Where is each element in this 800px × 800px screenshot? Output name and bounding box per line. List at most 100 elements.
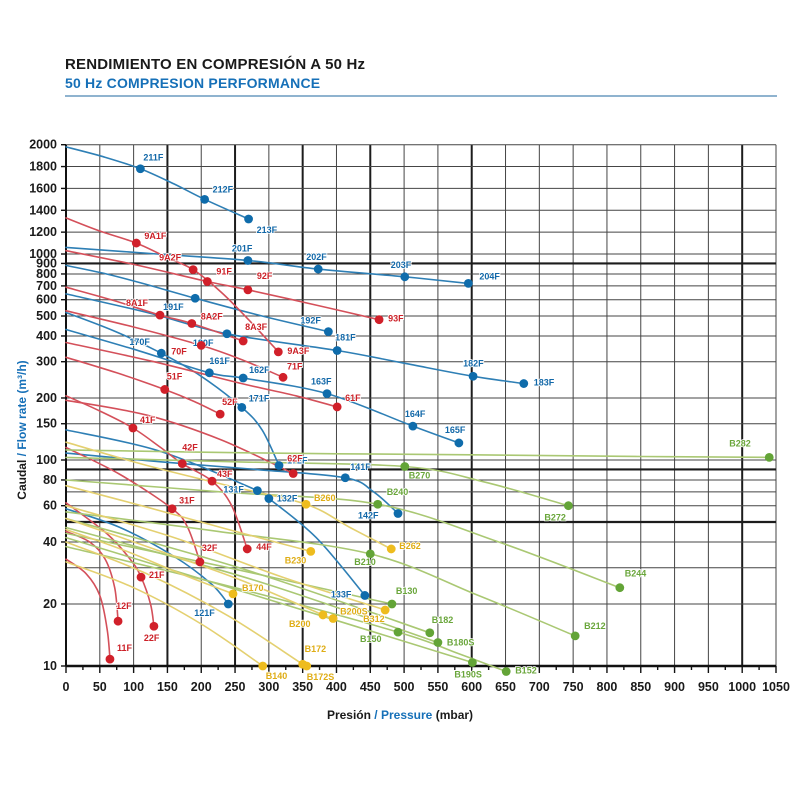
- dot-label-93F: 93F: [388, 314, 404, 324]
- x-tick-label: 200: [191, 680, 212, 694]
- dot-label-B262: B262: [399, 541, 421, 551]
- dot-B152: [501, 667, 511, 676]
- dot-42F: [177, 459, 187, 469]
- y-tick-label: 1600: [29, 181, 57, 195]
- dot-204F: [463, 278, 473, 288]
- dot-B172S: [302, 661, 312, 671]
- dot-label-B240: B240: [387, 487, 409, 497]
- dot-93F: [374, 315, 384, 325]
- y-tick-label: 10: [43, 659, 57, 673]
- dot-161F: [204, 368, 214, 378]
- dot-12F: [113, 616, 123, 626]
- x-tick-label: 650: [495, 680, 516, 694]
- dot-label-162F: 162F: [249, 365, 270, 375]
- dot-170F: [156, 348, 166, 358]
- dot-202F: [313, 264, 323, 274]
- y-tick-label: 1000: [29, 247, 57, 261]
- dot-label-B312: B312: [363, 614, 385, 624]
- dot-label-12F: 12F: [116, 601, 132, 611]
- curve-11F: [65, 558, 111, 660]
- dot-label-B172: B172: [305, 644, 327, 654]
- dot-label-22F: 22F: [144, 633, 160, 643]
- x-axis-title: Presión / Pressure (mbar): [0, 708, 800, 722]
- dot-211F: [135, 164, 145, 174]
- curve-191F-192F: [65, 264, 330, 333]
- dot-52F: [215, 409, 225, 419]
- curve-62F: [65, 399, 294, 475]
- curve-41F-44F: [65, 395, 248, 550]
- dot-label-203F: 203F: [391, 260, 412, 270]
- y-tick-label: 60: [43, 499, 57, 513]
- dot-label-B200: B200: [289, 619, 311, 629]
- curve-B210-B212: [65, 511, 576, 637]
- dot-label-9A1F: 9A1F: [144, 231, 167, 241]
- dot-label-B130: B130: [396, 586, 418, 596]
- x-tick-label: 350: [292, 680, 313, 694]
- dot-label-9A3F: 9A3F: [287, 346, 310, 356]
- dot-label-164F: 164F: [405, 409, 426, 419]
- dot-B272: [564, 501, 573, 511]
- dot-label-165F: 165F: [445, 425, 466, 435]
- dot-label-B182: B182: [432, 615, 454, 625]
- dot-212F: [200, 194, 210, 204]
- y-tick-label: 900: [36, 256, 57, 270]
- dot-B282: [764, 452, 774, 462]
- dot-label-132F: 132F: [277, 494, 298, 504]
- dot-141F: [340, 473, 350, 483]
- dot-9A1F: [131, 238, 141, 248]
- dot-label-11F: 11F: [117, 643, 133, 653]
- curve-B150-B152: [65, 545, 507, 673]
- dot-43F: [207, 476, 217, 486]
- dot-label-B180S: B180S: [447, 638, 475, 648]
- y-tick-label: 80: [43, 473, 57, 487]
- x-tick-label: 900: [664, 680, 685, 694]
- curve-B312: [65, 504, 386, 611]
- y-tick-label: 200: [36, 391, 57, 405]
- dot-201F: [243, 256, 253, 265]
- dot-label-B200S: B200S: [340, 607, 368, 617]
- x-axis-label-en: Pressure: [380, 708, 433, 722]
- dot-21F: [136, 572, 146, 582]
- dot-label-172F: 172F: [287, 456, 308, 466]
- dot-51F: [160, 385, 170, 394]
- x-tick-label: 300: [258, 680, 279, 694]
- dot-label-183F: 183F: [534, 378, 555, 388]
- dot-B130: [387, 599, 397, 609]
- x-tick-label: 100: [123, 680, 144, 694]
- dot-172F: [274, 461, 284, 470]
- dot-label-161F: 161F: [209, 356, 230, 366]
- y-tick-label: 100: [36, 453, 57, 467]
- curve-B190S: [65, 536, 474, 664]
- y-tick-label: 20: [43, 597, 57, 611]
- dot-B182: [425, 628, 435, 638]
- dot-92F: [243, 285, 253, 295]
- x-tick-label: 400: [326, 680, 347, 694]
- dot-41F: [128, 423, 138, 433]
- page-subtitle: 50 Hz COMPRESION PERFORMANCE: [65, 75, 321, 91]
- y-tick-label: 2000: [29, 138, 57, 152]
- dot-label-202F: 202F: [306, 252, 327, 262]
- dot-label-B282: B282: [729, 438, 751, 448]
- dot-label-133F: 133F: [331, 589, 352, 599]
- dot-9A3F: [273, 347, 283, 357]
- x-axis-label-es: Presión: [326, 708, 371, 722]
- dot-label-9A2F: 9A2F: [159, 253, 182, 263]
- dot-B150: [393, 627, 403, 637]
- dot-label-211F: 211F: [143, 153, 164, 163]
- curve-9A1F-9A3F: [65, 217, 280, 353]
- dot-label-141F: 141F: [350, 462, 371, 472]
- y-axis-label-en: Flow rate (m³/h): [15, 360, 29, 450]
- dot-B244: [615, 583, 625, 593]
- dot-label-B170: B170: [242, 583, 264, 593]
- x-tick-label: 950: [698, 680, 719, 694]
- y-axis-title: Caudal / Flow rate (m³/h): [15, 360, 29, 499]
- curve-B200-B200S: [65, 517, 334, 620]
- dot-B200: [318, 610, 328, 620]
- x-tick-label: 450: [360, 680, 381, 694]
- x-axis-label-sep: /: [374, 708, 378, 722]
- dot-label-191F: 191F: [163, 302, 184, 312]
- dot-121F: [223, 599, 233, 609]
- dot-label-B270: B270: [409, 470, 431, 480]
- dot-label-61F: 61F: [345, 393, 361, 403]
